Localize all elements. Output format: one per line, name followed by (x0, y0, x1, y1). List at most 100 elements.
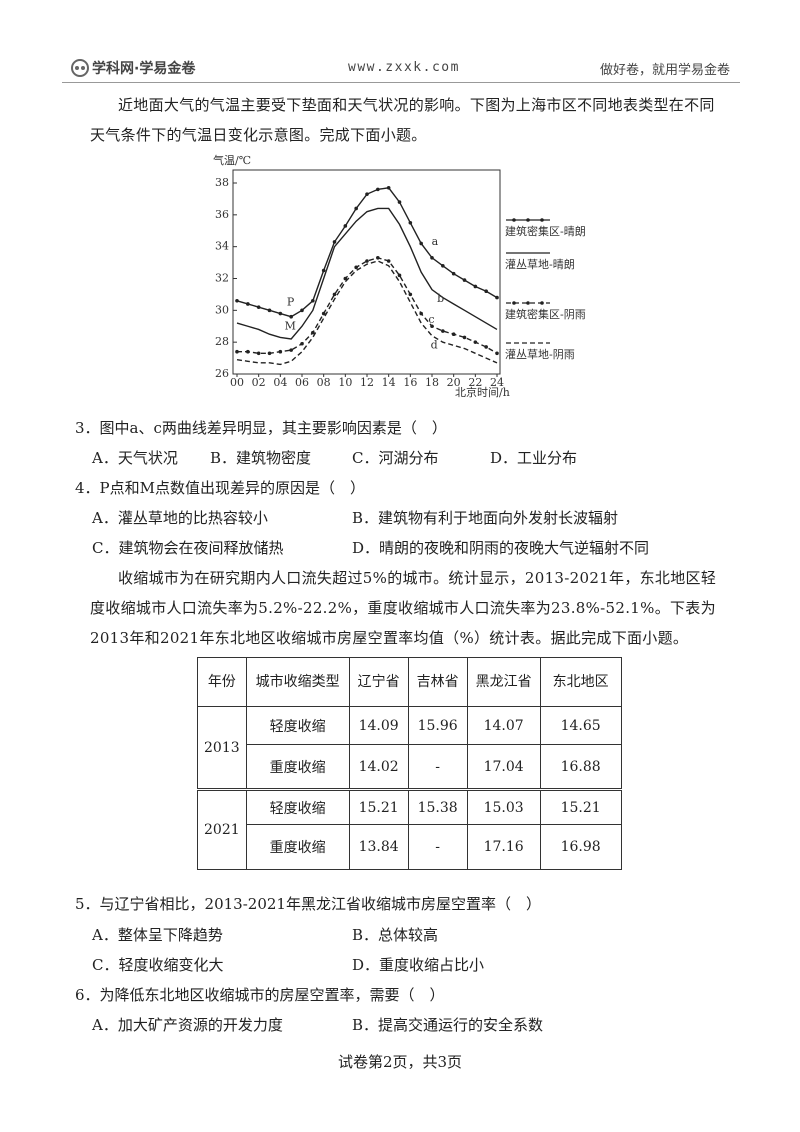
header-cell: 黑龙江省 (466, 657, 541, 707)
header-cell: 东北地区 (539, 657, 622, 707)
point-label: M (285, 319, 296, 332)
legend-marker (512, 301, 516, 305)
curve-marker (451, 271, 456, 276)
x-tick-label: 02 (252, 376, 266, 389)
value-cell: 14.07 (466, 706, 541, 745)
legend-marker (512, 218, 516, 222)
curve-marker (495, 295, 499, 300)
x-tick-label: 06 (295, 376, 309, 389)
curve-marker (267, 351, 272, 356)
option: D．重度收缩占比小 (352, 956, 485, 974)
value-cell: - (407, 824, 468, 870)
curve-marker (256, 351, 261, 356)
x-tick-label: 12 (360, 376, 374, 389)
question-stem: 3．图中a、c两曲线差异明显，其主要影响因素是（ ） (75, 419, 447, 437)
curve-marker (235, 298, 239, 303)
curve (236, 260, 498, 366)
table-row: 2021 轻度收缩 15.21 15.38 15.03 15.21 (197, 788, 622, 870)
curve-marker (246, 302, 250, 306)
figure: 气温/℃ 北京时间/h 26 28 30 32 34 36 38 00 02 04 06 08 10 12 14… (213, 153, 586, 399)
header-cell: 辽宁省 (348, 657, 409, 707)
curve-marker (441, 263, 445, 268)
value-cell: 14.02 (348, 744, 409, 790)
question-stem: 4．P点和M点数值出现差异的原因是（ ） (75, 479, 365, 497)
curve-marker (408, 220, 413, 225)
x-tick-label: 18 (425, 376, 439, 389)
legend-marker (540, 218, 544, 222)
y-tick-label: 38 (215, 176, 229, 189)
curve-marker (430, 324, 434, 329)
year-cell: 2021 (197, 788, 247, 870)
y-tick-label: 34 (215, 240, 229, 253)
value-cell: 14.09 (348, 706, 409, 745)
passage: 收缩城市为在研究期内人口流失超过5%的城市。统计显示，2013-2021年，东北… (90, 569, 717, 647)
curve-marker (397, 273, 402, 278)
curve-marker (397, 200, 402, 204)
table-row: 重度收缩 14.02-17.04 16.88 (198, 744, 622, 790)
header-rule (62, 82, 740, 83)
value-cell: 16.98 (539, 824, 622, 870)
passage: 近地面大气的气温主要受下垫面和天气状况的影响。下图为上海市区不同地表类型在不同天… (90, 96, 715, 144)
x-tick-label: 14 (382, 376, 396, 389)
y-tick-label: 28 (215, 335, 229, 348)
curve-marker (343, 224, 348, 228)
option: D．晴朗的夜晚和阴雨的夜晚大气逆辐射不同 (352, 539, 650, 557)
table-wrap: 年份 城市收缩类型 辽宁省 吉林省 黑龙江省 东北地区 2013 轻度收缩 14.09 15.96… (197, 657, 622, 870)
curve-marker (451, 332, 456, 337)
question-stem: 6．为降低东北地区收缩城市的房屋空置率，需要（ ） (75, 986, 445, 1004)
curve-marker (462, 335, 467, 340)
curve-marker (332, 292, 337, 297)
y-tick-label: 30 (215, 303, 229, 316)
type-cell: 轻度收缩 (245, 706, 350, 745)
year-cell: 2013 (197, 706, 247, 790)
type-cell: 重度收缩 (245, 824, 350, 870)
curve-marker (278, 311, 283, 316)
legend-label: 建筑密集区-晴朗 (505, 224, 586, 238)
curve-marker (256, 305, 261, 309)
option: A．灌丛草地的比热容较小 (92, 509, 268, 527)
option: B．提高交通运行的安全系数 (352, 1016, 544, 1034)
type-cell: 重度收缩 (245, 744, 350, 790)
x-tick-label: 00 (230, 376, 244, 389)
logo-icon (71, 59, 89, 77)
curve-marker (289, 348, 293, 352)
curve-marker (300, 308, 304, 313)
plot-frame (232, 169, 501, 375)
curve-marker (311, 330, 315, 335)
curve-marker (289, 314, 293, 319)
value-cell: 15.38 (407, 788, 468, 825)
curve-marker (343, 276, 348, 281)
curve-marker (419, 311, 423, 316)
x-axis-label: 北京时间/h (455, 385, 510, 399)
question-stem: 5．与辽宁省相比，2013-2021年黑龙江省收缩城市房屋空置率（ ） (75, 895, 541, 913)
curve-label: c (428, 313, 434, 326)
y-tick-label: 32 (215, 272, 229, 285)
x-tick-label: 08 (317, 376, 331, 389)
value-cell: 15.03 (466, 788, 541, 825)
curve-marker (365, 192, 369, 196)
curve-marker (386, 185, 391, 190)
header-cell: 城市收缩类型 (245, 657, 350, 707)
x-tick-label: 20 (447, 376, 461, 389)
legend-label: 建筑密集区-阴雨 (505, 307, 586, 321)
curve-marker (386, 259, 391, 263)
curve-marker (321, 311, 326, 316)
curve-marker (300, 341, 304, 346)
legend-marker (526, 301, 530, 305)
curve-marker (495, 351, 499, 356)
table-header-row: 年份 城市收缩类型 辽宁省 吉林省 黑龙江省 东北地区 (197, 657, 622, 707)
value-cell: 16.88 (539, 744, 622, 790)
type-cell: 轻度收缩 (245, 788, 350, 825)
option: D．工业分布 (490, 449, 578, 467)
curve-marker (278, 349, 283, 354)
table-row: 重度收缩 13.84-17.16 16.98 (198, 824, 622, 870)
curve-marker (376, 187, 380, 192)
legend-label: 灌丛草地-晴朗 (505, 258, 575, 271)
curve-marker (332, 240, 337, 244)
option: A．整体呈下降趋势 (92, 926, 223, 944)
curve-marker (430, 256, 434, 260)
header-cell: 年份 (197, 657, 247, 707)
curve-marker (376, 256, 380, 260)
legend-marker (540, 301, 544, 305)
